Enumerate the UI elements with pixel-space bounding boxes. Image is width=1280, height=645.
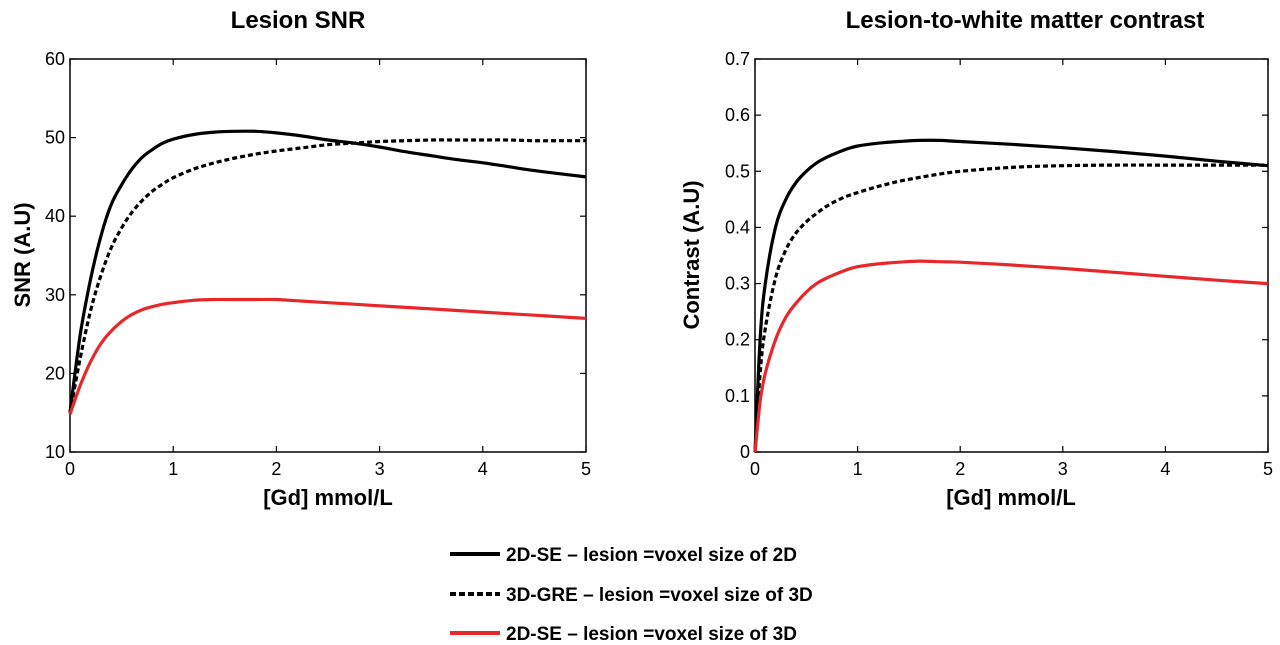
series-line-1 — [68, 138, 586, 413]
x-tick-label: 2 — [955, 459, 965, 479]
legend-entry: 2D-SE – lesion =voxel size of 2D — [450, 545, 797, 566]
y-tick-label: 50 — [45, 128, 65, 148]
snr-chart: Lesion SNR 0 1 2 3 4 5 10 20 30 40 50 60 [Gd] mmol/… — [10, 7, 591, 510]
y-tick-label: 0.5 — [725, 161, 750, 181]
y-tick-label: 0.7 — [725, 49, 750, 69]
plot-frame — [69, 58, 587, 453]
series-line-1 — [753, 163, 1268, 453]
y-tick-label: 20 — [45, 363, 65, 383]
y-tick-label: 0 — [740, 442, 750, 462]
y-tick-label: 0.1 — [725, 386, 750, 406]
x-tick-label: 4 — [1160, 459, 1170, 479]
y-tick-label: 60 — [45, 49, 65, 69]
chart-title: Lesion-to-white matter contrast — [846, 7, 1205, 34]
series-layer — [68, 129, 587, 415]
y-tick-label: 30 — [45, 285, 65, 305]
series-line-0 — [753, 138, 1269, 453]
legend-entry: 3D-GRE – lesion =voxel size of 3D — [450, 585, 813, 606]
x-tick-label: 5 — [1263, 459, 1273, 479]
y-tick-label: 10 — [45, 442, 65, 462]
x-tick-label: 4 — [478, 459, 488, 479]
series-layer — [753, 138, 1269, 453]
x-tick-label: 1 — [853, 459, 863, 479]
axis-ticks: 0 1 2 3 4 5 0 0.1 0.2 0.3 0.4 0.5 0.6 0.7 — [725, 49, 1273, 479]
series-line-0 — [68, 129, 587, 413]
chart-title: Lesion SNR — [231, 7, 366, 34]
x-tick-label: 0 — [65, 459, 75, 479]
legend: 2D-SE – lesion =voxel size of 2D 3D-GRE … — [450, 545, 813, 645]
x-axis-label: [Gd] mmol/L — [946, 485, 1076, 510]
y-axis-label: Contrast (A.U) — [679, 180, 704, 329]
contrast-chart: Lesion-to-white matter contrast 0 1 2 3 4 500… — [679, 7, 1273, 510]
y-tick-label: 0.2 — [725, 330, 750, 350]
x-tick-label: 0 — [750, 459, 760, 479]
x-axis-label: [Gd] mmol/L — [263, 485, 393, 510]
series-line-2 — [753, 259, 1269, 453]
x-tick-label: 1 — [168, 459, 178, 479]
series-line-2 — [68, 297, 587, 415]
legend-label: 2D-SE – lesion =voxel size of 3D — [506, 624, 797, 645]
x-tick-label: 2 — [271, 459, 281, 479]
x-tick-label: 3 — [1058, 459, 1068, 479]
x-tick-label: 5 — [581, 459, 591, 479]
axis-ticks: 0 1 2 3 4 5 10 20 30 40 50 60 — [45, 49, 591, 479]
plot-frame — [754, 58, 1269, 453]
y-tick-label: 0.3 — [725, 274, 750, 294]
x-tick-label: 3 — [375, 459, 385, 479]
legend-label: 3D-GRE – lesion =voxel size of 3D — [506, 585, 813, 606]
y-tick-label: 0.4 — [725, 217, 750, 237]
legend-label: 2D-SE – lesion =voxel size of 2D — [506, 545, 797, 566]
y-tick-label: 0.6 — [725, 105, 750, 125]
legend-entry: 2D-SE – lesion =voxel size of 3D — [450, 624, 797, 645]
y-tick-label: 40 — [45, 206, 65, 226]
y-axis-label: SNR (A.U) — [10, 202, 35, 307]
